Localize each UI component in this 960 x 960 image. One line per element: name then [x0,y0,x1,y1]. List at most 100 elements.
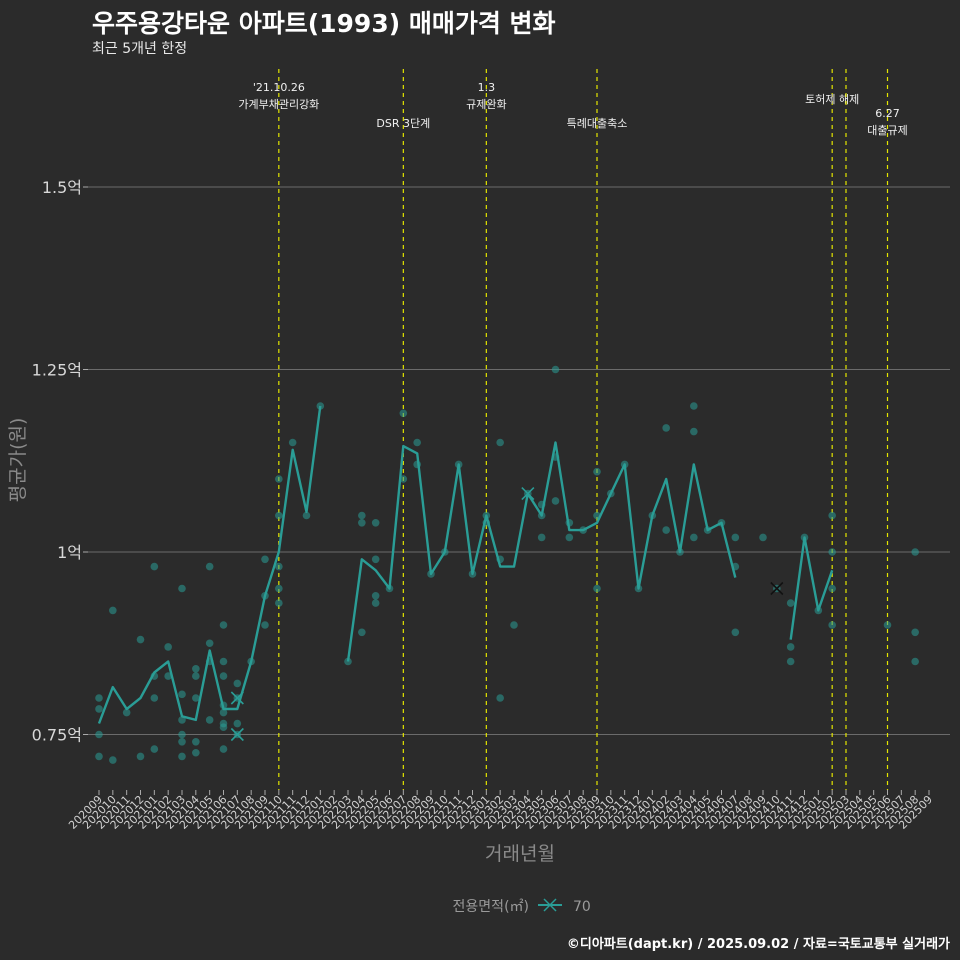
data-point [814,606,823,615]
data-point [593,584,601,593]
data-point [178,752,186,761]
data-point [662,526,670,534]
data-point [371,555,380,564]
data-point [178,716,186,724]
data-point [150,694,159,702]
data-point [205,562,214,571]
data-point [164,643,172,651]
data-point [302,511,311,520]
data-point [192,672,200,680]
data-point [537,500,546,509]
data-point [662,424,670,432]
data-point [427,570,435,578]
data-point [358,519,366,527]
data-point [579,526,587,534]
data-point [731,533,740,542]
data-point [192,665,200,673]
data-point [275,511,283,520]
data-point [759,533,767,542]
data-point [786,643,795,651]
data-point [883,621,892,629]
data-point [205,639,214,648]
data-point [537,511,546,520]
data-point [150,672,159,680]
data-point [219,745,228,753]
cross-stroke [521,487,535,501]
legend-title: 전용면적(㎡) [453,899,529,915]
data-point [178,690,186,699]
data-point [288,438,297,447]
data-point [261,555,269,564]
data-point [136,752,145,761]
data-point [690,427,698,436]
data-point [122,708,131,717]
data-point [344,657,352,666]
data-point [565,519,574,527]
data-point [510,621,518,629]
data-point [690,533,698,542]
event-annotation: 대출규제 [867,124,907,137]
data-point [150,562,159,571]
data-point [192,738,200,746]
data-point [496,555,504,564]
data-point [468,570,477,578]
data-point [192,748,200,757]
data-point [275,562,283,571]
data-point [828,621,836,629]
data-point [828,548,836,556]
data-point [565,533,574,542]
data-point [95,705,103,713]
data-point [413,460,421,469]
data-point [911,548,919,556]
data-point [537,533,546,542]
data-point [219,672,228,680]
data-point [385,584,394,593]
data-point [648,511,657,520]
data-point [828,511,836,520]
data-point [95,752,103,761]
data-point [371,519,380,527]
data-point [620,460,629,469]
data-point [371,592,380,600]
data-point [690,402,698,410]
data-point [275,599,283,607]
data-point [178,730,186,739]
data-point [192,694,200,702]
data-point [703,526,712,534]
series-line-segment [97,405,322,724]
data-point [454,460,463,469]
data-point [399,475,408,483]
event-annotation: 특례대출축소 [567,117,628,130]
data-point [205,716,214,724]
data-point [316,402,325,410]
y-axis-label: 평균가(원) [7,418,29,503]
data-point [911,628,919,637]
data-point [275,584,283,593]
data-point [109,606,117,615]
data-point [496,438,504,447]
data-point [371,599,380,607]
data-point [911,657,919,666]
legend-entry: 70 [573,899,591,915]
data-points [95,365,919,764]
data-point [551,497,560,505]
y-tick-label: 0.75억 [32,726,82,745]
y-tick-label: 1억 [57,543,82,562]
data-point [150,745,159,753]
source-caption: ©디아파트(dapt.kr) / 2025.09.02 / 자료=국토교통부 실… [566,937,950,952]
data-point [219,723,228,731]
data-point [178,584,186,593]
data-point [551,365,560,374]
chart-title: 우주용강타운 아파트(1993) 매매가격 변화 [92,9,556,38]
data-point [399,409,408,418]
data-point [731,562,740,571]
data-point [551,453,560,461]
data-point [593,511,601,520]
data-point [95,730,103,739]
cross-marker [770,581,784,596]
data-point [219,701,228,710]
data-point [800,533,809,542]
chart-subtitle: 최근 5개년 한정 [92,41,188,57]
